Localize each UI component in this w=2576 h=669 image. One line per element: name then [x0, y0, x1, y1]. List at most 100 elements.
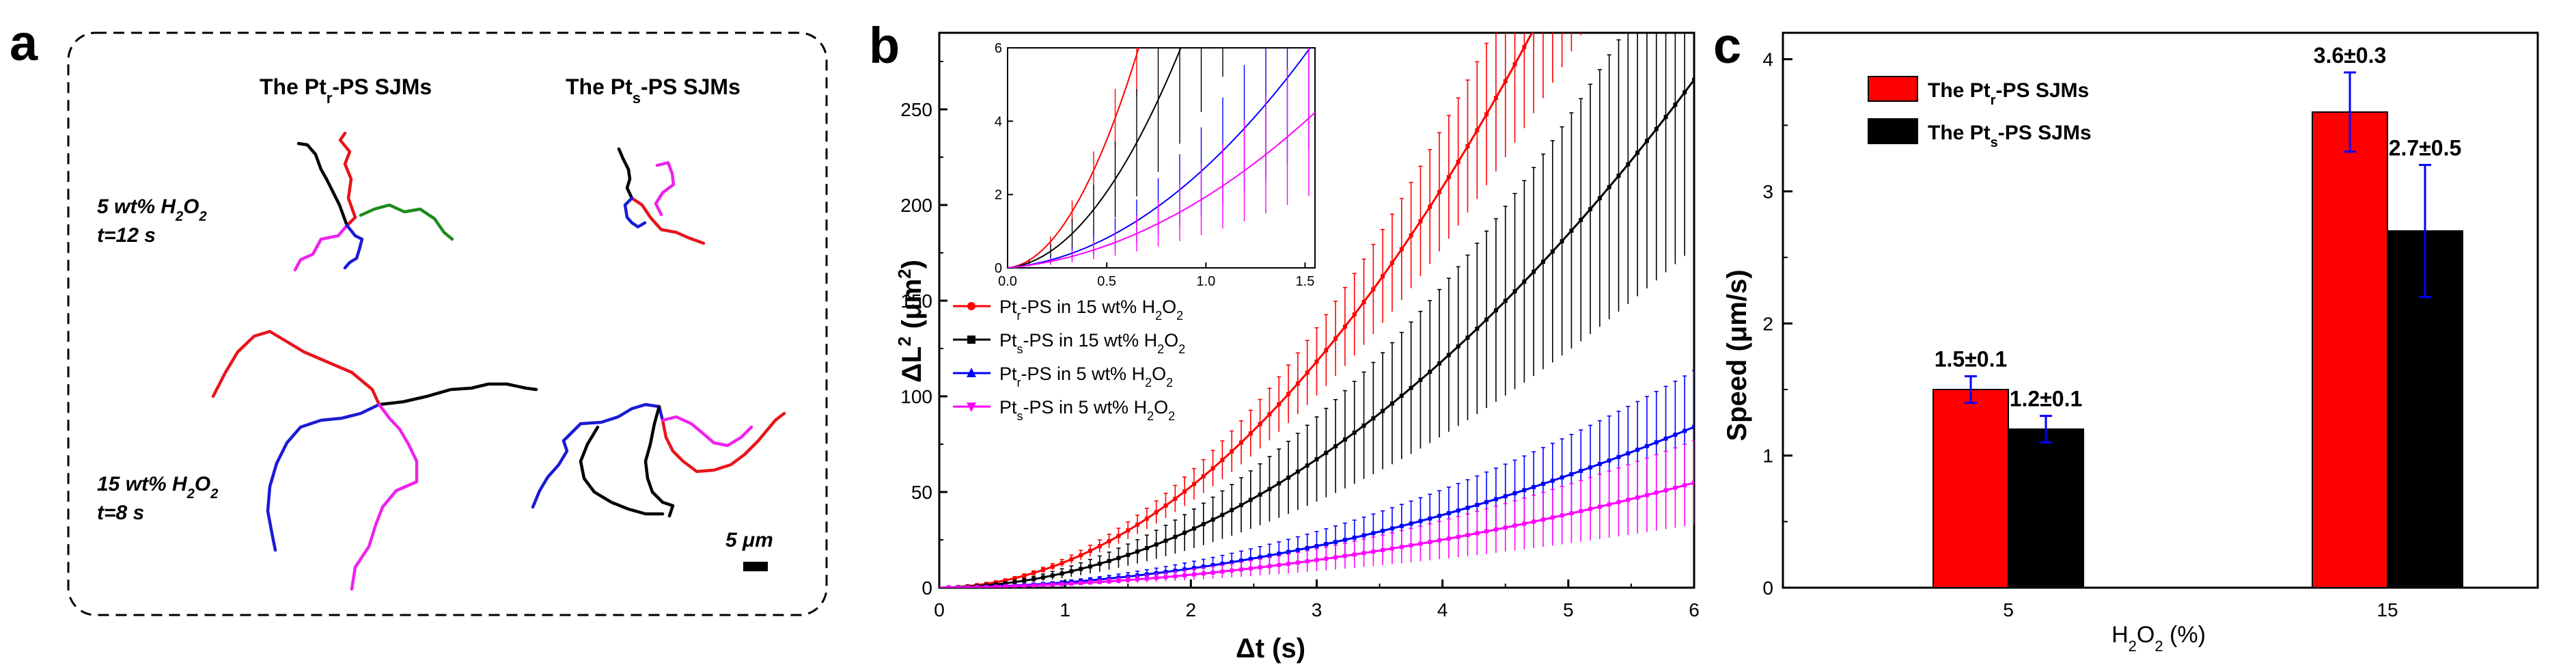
- b-point: [1154, 575, 1159, 580]
- b-point: [1569, 228, 1574, 233]
- b-point: [1191, 482, 1196, 487]
- b-point: [1352, 552, 1357, 557]
- b-inset-frame: [1007, 47, 1316, 269]
- b-point: [1239, 558, 1243, 563]
- trajectory-1: [296, 141, 349, 228]
- b-point: [1182, 573, 1187, 577]
- b-point: [1390, 260, 1394, 265]
- b-point: [1097, 562, 1102, 566]
- b-point: [1626, 162, 1631, 167]
- panel-c-label: c: [1713, 17, 1741, 74]
- b-point: [1560, 475, 1564, 480]
- b-point: [1635, 150, 1640, 155]
- b-point: [1371, 416, 1376, 421]
- b-point: [1626, 451, 1631, 456]
- b-point: [1644, 139, 1649, 144]
- b-point: [1409, 543, 1413, 548]
- b-point: [1399, 247, 1404, 251]
- b-point: [1230, 568, 1234, 573]
- b-point: [1418, 541, 1423, 546]
- c-x-tick-label: 15: [2377, 599, 2398, 620]
- b-point: [1635, 495, 1640, 500]
- b-point: [1361, 533, 1366, 538]
- b-point: [1286, 392, 1291, 396]
- b-x-tick-label: 0: [934, 599, 945, 620]
- b-point: [1126, 552, 1131, 557]
- b-point: [1588, 506, 1593, 511]
- b-point: [975, 585, 980, 588]
- b-point: [1022, 578, 1027, 583]
- trajectory-2: [359, 203, 454, 241]
- b-point: [1040, 583, 1045, 588]
- b-point: [1673, 433, 1678, 437]
- header-pt-s: The Pts-PS SJMs: [566, 74, 740, 107]
- b-point: [1286, 562, 1291, 566]
- b-point: [1597, 504, 1602, 509]
- b-point: [1069, 557, 1074, 562]
- c-data-label: 1.2±0.1: [2010, 387, 2083, 411]
- b-inset-line-2: [1008, 48, 1312, 268]
- b-point: [1475, 502, 1480, 507]
- b-point: [1418, 519, 1423, 523]
- b-point: [1503, 299, 1508, 303]
- b-point: [1532, 269, 1536, 274]
- b-point: [1673, 485, 1678, 490]
- b-point: [1532, 27, 1536, 31]
- b-point: [1361, 299, 1366, 304]
- b-point: [1493, 308, 1498, 313]
- b-point: [1248, 556, 1253, 561]
- b-point: [1663, 436, 1668, 441]
- b-point: [1475, 128, 1480, 133]
- b-point: [1579, 468, 1583, 473]
- b-point: [1381, 409, 1385, 413]
- b-point: [1097, 579, 1102, 584]
- b-point: [1267, 412, 1272, 417]
- b-point: [1248, 497, 1253, 502]
- b-x-tick-label: 4: [1437, 599, 1448, 620]
- b-point: [1692, 77, 1694, 82]
- b-point: [1239, 503, 1243, 508]
- panel-b-plot: 0 1 2 3 4 5 6 0 50 100 150 200 250 0.0 0.5 1.0 1.5 0 2 4 6: [900, 27, 1700, 620]
- b-point: [1163, 570, 1168, 575]
- b-point: [1050, 564, 1055, 569]
- b-point: [1428, 540, 1432, 545]
- b-point: [1673, 103, 1678, 107]
- c-data-label: 3.6±0.3: [2314, 43, 2387, 68]
- b-point: [1097, 544, 1102, 549]
- b-point: [1050, 582, 1055, 587]
- b-point: [1456, 508, 1460, 513]
- c-legend-swatch: [1868, 118, 1918, 144]
- b-point: [1607, 502, 1611, 507]
- b-point: [1210, 563, 1215, 568]
- b-point: [1682, 90, 1687, 95]
- b-point: [1295, 560, 1300, 565]
- b-point: [1550, 515, 1555, 520]
- b-point: [1361, 551, 1366, 556]
- b-point: [1239, 440, 1243, 445]
- b-point: [1116, 556, 1121, 560]
- b-point: [1079, 553, 1083, 558]
- b-point: [1060, 561, 1064, 566]
- b-point: [1031, 583, 1036, 588]
- b-point: [1248, 566, 1253, 571]
- b-point: [1012, 584, 1017, 588]
- c-bar: [1933, 389, 2009, 588]
- b-point: [1069, 582, 1074, 586]
- trajectory-19: [661, 415, 753, 448]
- c-y-tick-label: 0: [1762, 577, 1773, 599]
- b-point: [1305, 559, 1310, 564]
- b-legend-label: Ptr-PS in 5 wt% H2O2: [999, 364, 1173, 390]
- b-point: [1201, 571, 1206, 576]
- b-point: [1588, 465, 1593, 470]
- b-point: [1361, 423, 1366, 428]
- b-point: [1692, 424, 1694, 429]
- b-point: [1248, 431, 1253, 436]
- b-point: [1173, 496, 1178, 501]
- time-12s: t=12 s: [97, 224, 156, 247]
- condition-5wt: 5 wt% H2O2: [97, 195, 207, 224]
- b-point: [1654, 440, 1659, 445]
- b-point: [1107, 538, 1111, 543]
- b-point: [1532, 519, 1536, 524]
- b-point: [1003, 581, 1008, 586]
- b-point: [1390, 526, 1394, 531]
